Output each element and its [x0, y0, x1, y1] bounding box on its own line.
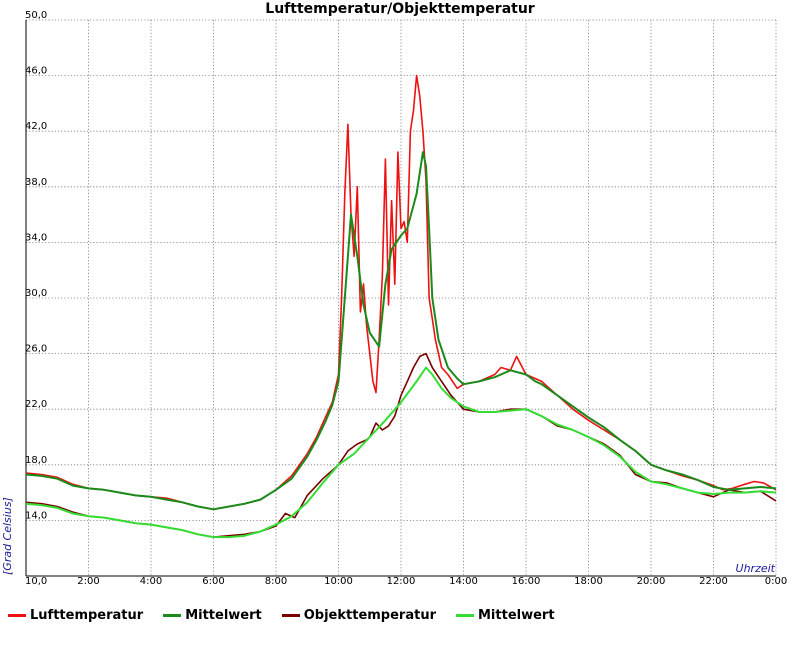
legend-item-objekttemperatur: Objekttemperatur [281, 608, 436, 623]
x-axis-label: Uhrzeit [736, 562, 776, 575]
x-tick-label: 10,0 [25, 576, 47, 587]
legend-swatch [456, 614, 474, 617]
series-line-mittelwert-objekt [25, 366, 777, 539]
legend-swatch [163, 614, 182, 617]
legend-swatch [281, 614, 300, 617]
y-tick-label: 38,0 [25, 177, 47, 188]
y-tick-label: 22,0 [25, 399, 47, 410]
x-tick-label: 2:00 [77, 576, 99, 587]
x-tick-label: 12:00 [387, 576, 416, 587]
series-line-mittelwert-luft [25, 151, 777, 511]
legend-item-mittelwert-objekt: Mittelwert [456, 608, 555, 623]
x-tick-label: 4:00 [140, 576, 162, 587]
y-tick-label: 50,0 [25, 10, 47, 21]
series-line-objekttemperatur [25, 352, 777, 538]
y-tick-label: 30,0 [25, 288, 47, 299]
y-tick-label: 26,0 [25, 344, 47, 355]
legend-label: Mittelwert [478, 608, 555, 623]
y-tick-label: 18,0 [25, 455, 47, 466]
y-tick-label: 42,0 [25, 121, 47, 132]
y-tick-label: 14,0 [25, 510, 47, 521]
legend-swatch [8, 614, 26, 617]
tick-labels: 10,0 2:00 4:00 6:00 8:00 10:00 12:00 14:00 16:00… [25, 10, 787, 587]
chart-title: Lufttemperatur/Objekttemperatur [265, 1, 535, 17]
legend-item-mittelwert-luft: Mittelwert [163, 608, 262, 623]
y-tick-label: 46,0 [25, 66, 47, 77]
x-tick-label: 14:00 [449, 576, 478, 587]
legend: Lufttemperatur Mittelwert Objekttemperatur… [8, 608, 575, 623]
plot-series [25, 74, 777, 539]
x-tick-label: 10:00 [324, 576, 353, 587]
x-tick-label: 8:00 [265, 576, 287, 587]
x-tick-label: 6:00 [202, 576, 224, 587]
legend-label: Lufttemperatur [30, 608, 144, 623]
x-tick-label: 18:00 [574, 576, 603, 587]
x-tick-label: 16:00 [512, 576, 541, 587]
legend-label: Objekttemperatur [303, 608, 436, 623]
y-axis-label: [Grad Celsius] [1, 497, 14, 575]
y-tick-label: 34,0 [25, 232, 47, 243]
legend-label: Mittelwert [185, 608, 262, 623]
x-tick-label: 0:00 [765, 576, 787, 587]
x-tick-label: 22:00 [699, 576, 728, 587]
x-tick-label: 20:00 [637, 576, 666, 587]
legend-item-lufttemperatur: Lufttemperatur [8, 608, 143, 623]
grid [25, 19, 777, 577]
